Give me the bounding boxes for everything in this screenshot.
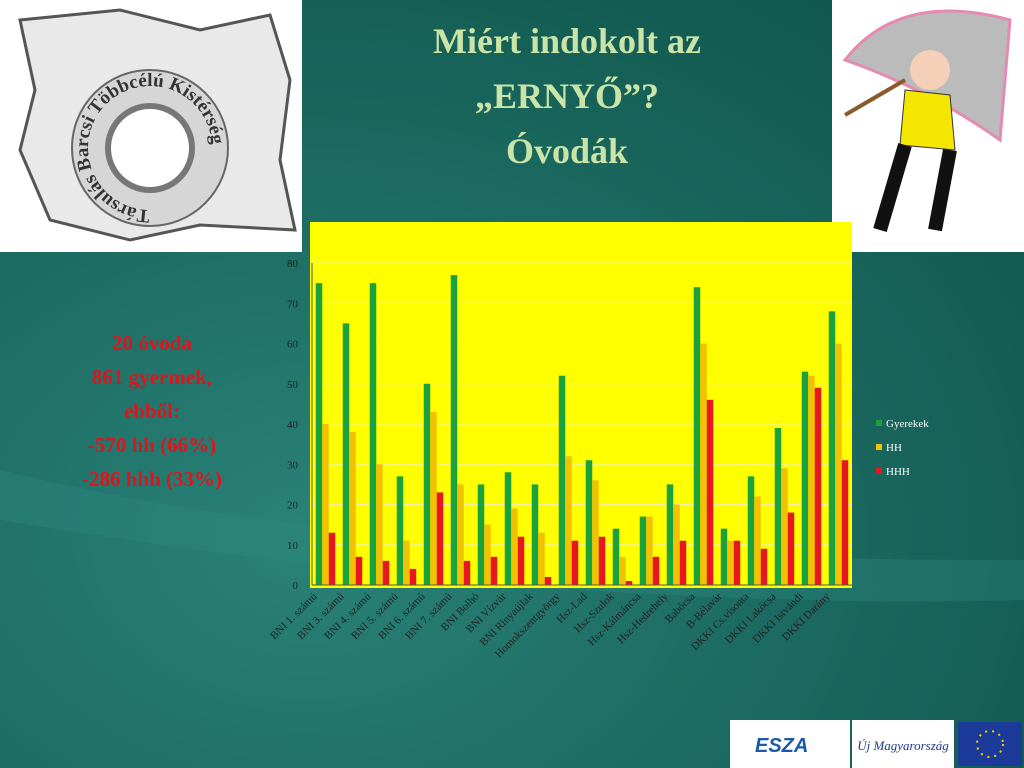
bar (639, 516, 647, 585)
bar (787, 512, 795, 585)
legend-swatch (876, 468, 882, 474)
bar (774, 428, 782, 585)
logo: Társulás Barcsi Többcélú Kistérség (0, 0, 302, 252)
bar (747, 476, 755, 585)
bar (625, 580, 633, 585)
bar (484, 524, 491, 585)
bar (376, 464, 383, 585)
bar (808, 375, 815, 585)
side-text: 20 óvoda (112, 331, 192, 355)
side-text: ebből: (124, 399, 180, 423)
bar (463, 560, 471, 585)
bar (666, 484, 674, 585)
bar (760, 548, 768, 585)
bar (835, 343, 842, 585)
bar (355, 556, 363, 585)
bar (612, 528, 620, 585)
bar (382, 560, 390, 585)
bar (565, 456, 572, 585)
bar (700, 343, 707, 585)
legend-label: Gyerekek (886, 418, 929, 430)
bar (403, 540, 410, 585)
footer-logo: ESZA (755, 735, 808, 757)
bar (754, 496, 761, 585)
bar (322, 424, 329, 585)
bar (409, 568, 417, 585)
bar (727, 540, 734, 585)
bar (720, 528, 728, 585)
legend-swatch (876, 420, 882, 426)
legend-label: HH (886, 442, 902, 454)
bar (673, 504, 680, 585)
bar (538, 532, 545, 585)
bar (598, 536, 606, 585)
bar (430, 411, 437, 585)
y-tick-label: 10 (287, 540, 299, 552)
y-tick-label: 30 (287, 459, 299, 471)
y-tick-label: 70 (287, 298, 299, 310)
bar (504, 472, 512, 585)
bar (592, 480, 599, 585)
bar (814, 387, 822, 585)
footer: ESZA Új Magyarország (730, 720, 1022, 768)
bar (477, 484, 485, 585)
footer-logo: Új Magyarország (857, 738, 949, 753)
side-text: -286 hhh (33%) (82, 467, 222, 491)
slide-title: „ERNYŐ”? (475, 76, 659, 116)
y-tick-label: 0 (293, 580, 299, 592)
legend-swatch (876, 444, 882, 450)
bar (652, 556, 660, 585)
bar (423, 383, 431, 585)
bar (531, 484, 539, 585)
bar (396, 476, 404, 585)
y-tick-label: 80 (287, 258, 299, 270)
plot-area (310, 222, 852, 588)
bar (706, 399, 714, 585)
slide-title: Miért indokolt az (433, 21, 701, 61)
y-tick-label: 60 (287, 339, 299, 351)
legend-label: HHH (886, 466, 910, 478)
bar (558, 375, 566, 585)
side-text: -570 hh (66%) (88, 433, 216, 457)
y-tick-label: 20 (287, 500, 299, 512)
bar (571, 540, 579, 585)
side-text: 861 gyermek, (92, 365, 212, 389)
bar (369, 283, 377, 585)
bar (619, 556, 626, 585)
bar (841, 460, 849, 585)
bar (511, 508, 518, 585)
y-tick-label: 50 (287, 379, 299, 391)
slide-title: Óvodák (506, 131, 628, 171)
umbrella-girl (832, 0, 1024, 252)
bar (801, 371, 809, 585)
bar (450, 275, 458, 585)
y-tick-label: 40 (287, 419, 299, 431)
bar (679, 540, 687, 585)
bar (315, 283, 323, 585)
bar (349, 432, 356, 585)
bar (436, 492, 444, 585)
bar (693, 287, 701, 585)
bar (517, 536, 525, 585)
bar (490, 556, 498, 585)
bar (457, 484, 464, 585)
bar (646, 516, 653, 585)
bar (585, 460, 593, 585)
bar (733, 540, 741, 585)
bar (544, 576, 552, 585)
bar (781, 468, 788, 585)
bar (342, 323, 350, 585)
bar (328, 532, 336, 585)
bar (828, 311, 836, 585)
